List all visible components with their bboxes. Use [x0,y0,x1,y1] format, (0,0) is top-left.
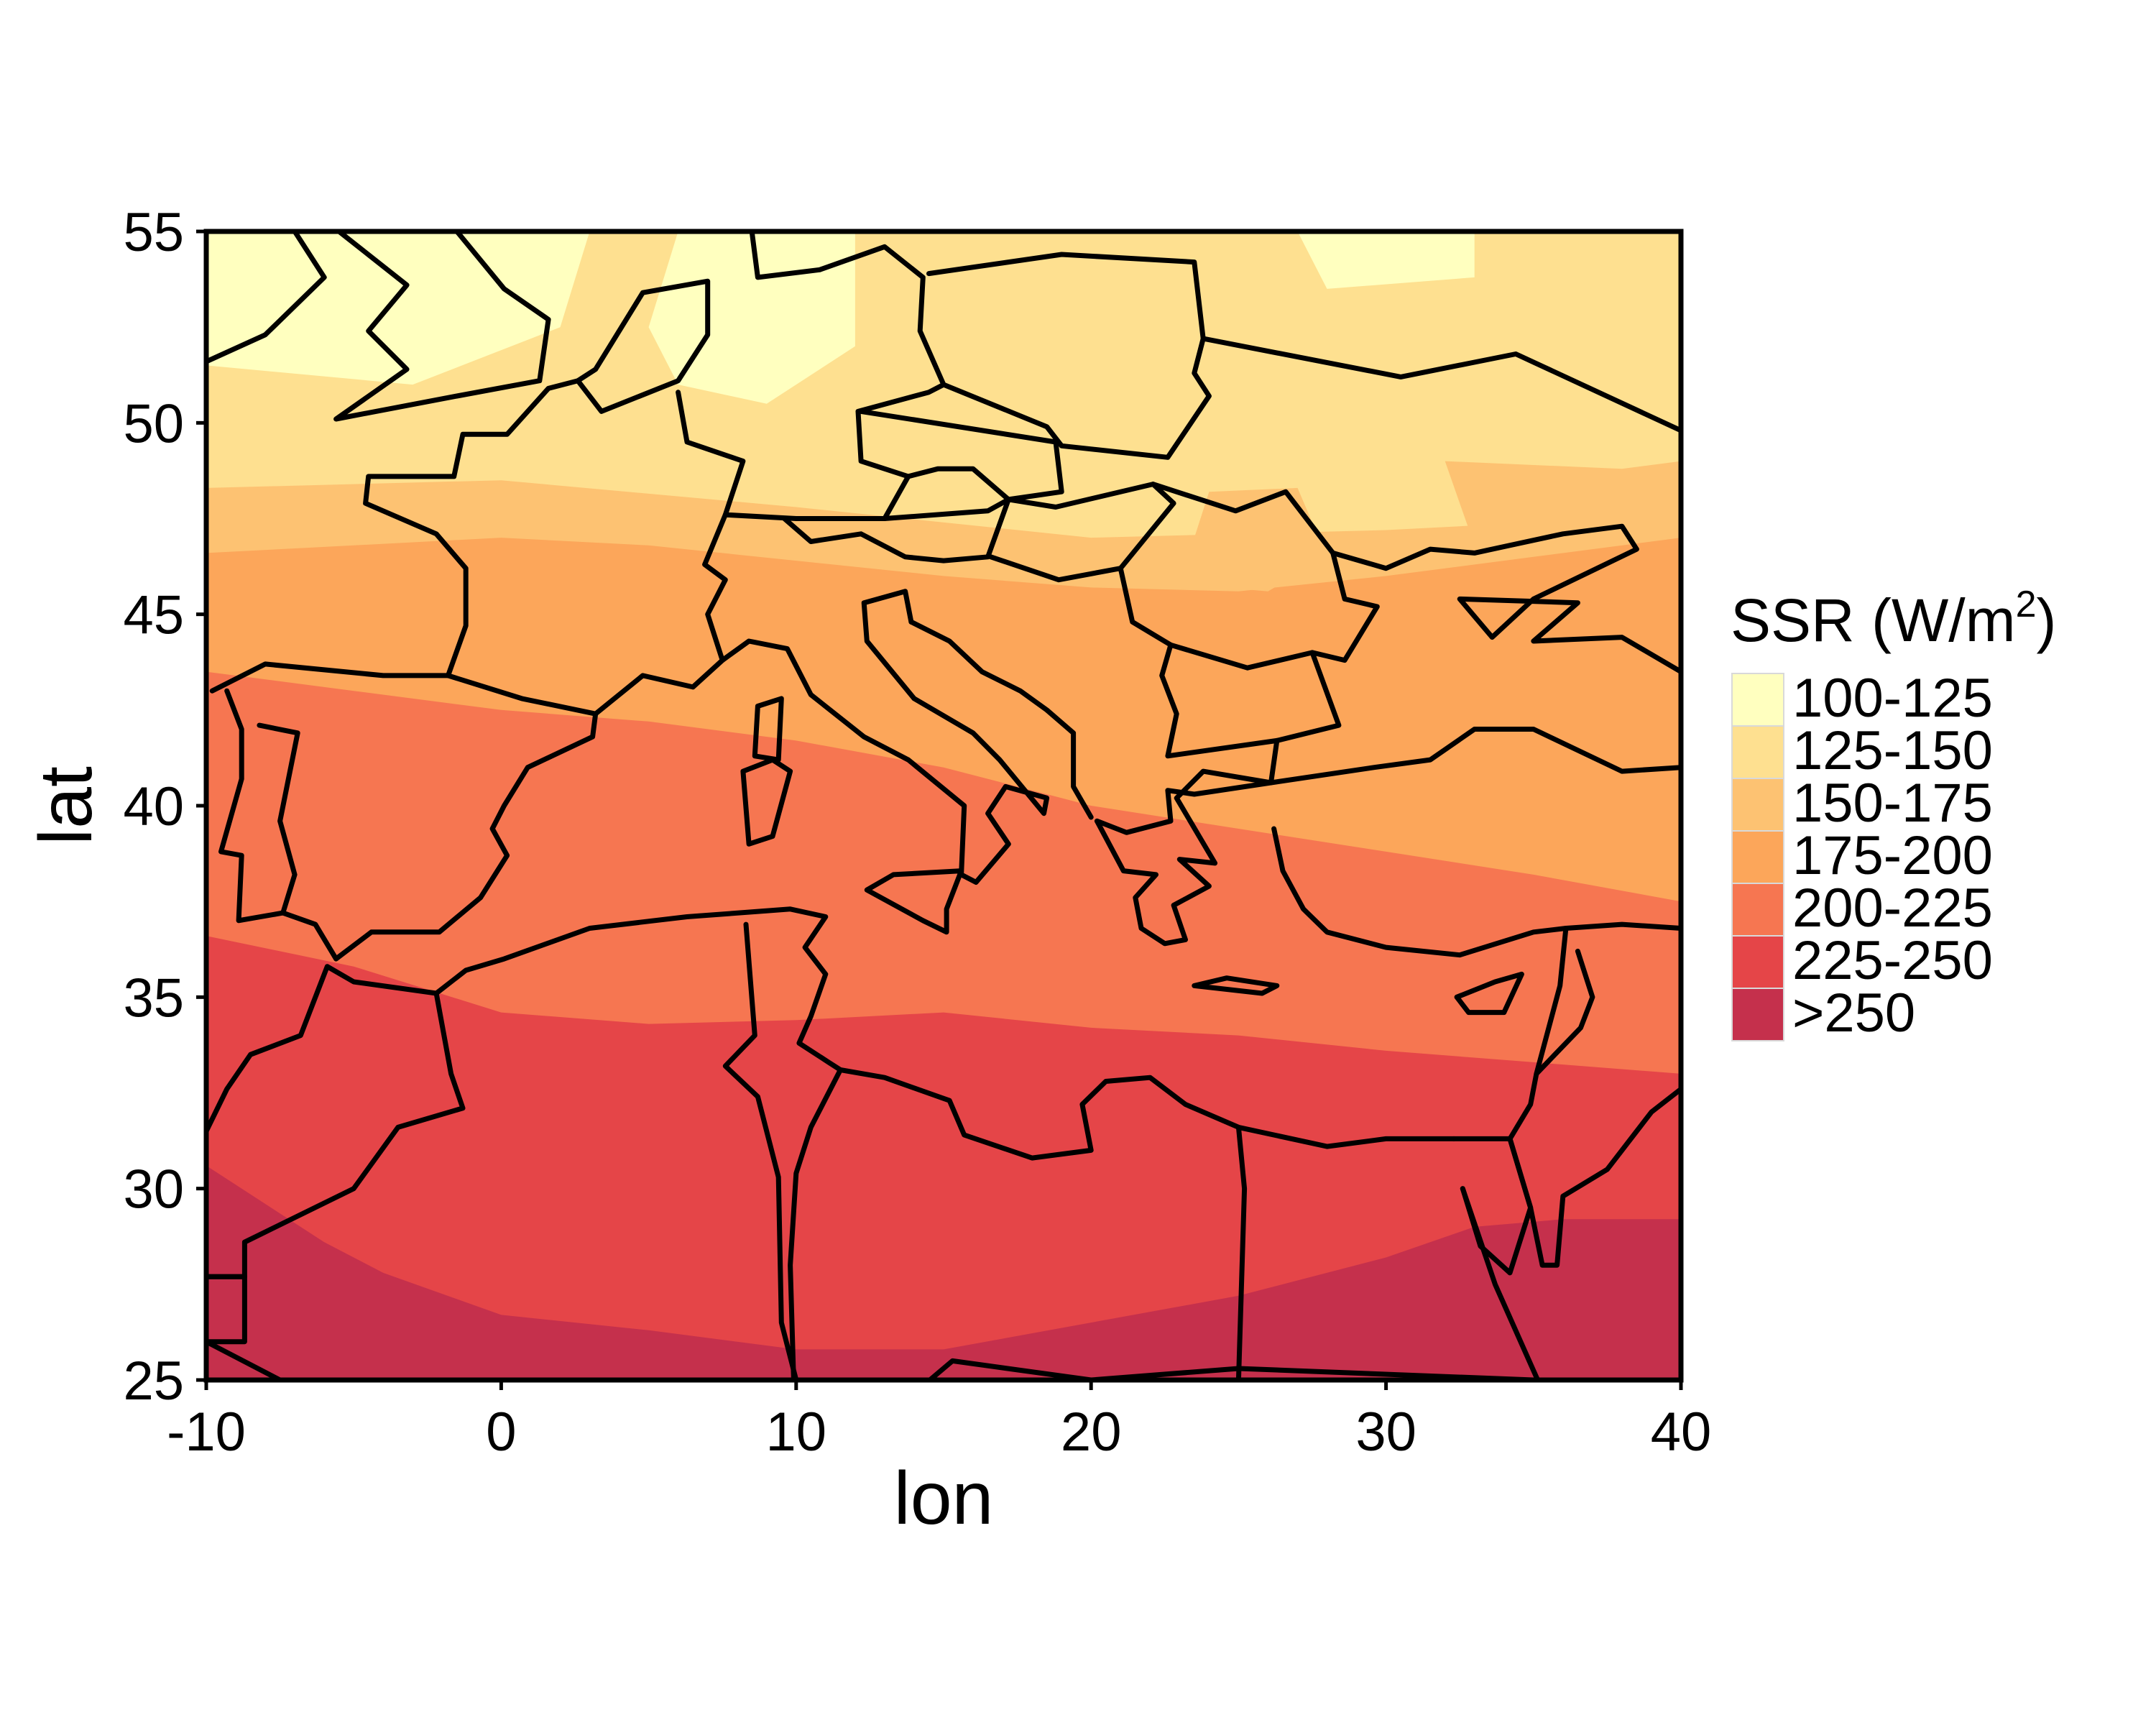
legend: SSR (W/m2) 100-125125-150150-175175-2002… [1731,584,2057,1044]
x-tick-label: 20 [1061,1402,1122,1463]
border-line [908,619,1094,820]
legend-label: 100-125 [1792,668,1993,729]
legend-label: 225-250 [1792,930,1993,991]
border-line [926,252,1212,460]
legend-swatch [1731,673,1784,727]
border-line [593,589,1050,885]
border-line [206,1339,286,1380]
legend-swatch [1731,883,1784,937]
border-line [209,661,599,962]
border-line [781,497,1011,564]
y-tick-label: 30 [123,1159,184,1220]
x-axis: -10 0 10 20 30 40 [167,1380,1711,1463]
ssr-region-100-125 [1297,231,1475,289]
border-line [1268,727,1681,786]
border-line [257,722,300,916]
y-tick-label: 35 [123,967,184,1029]
border-line [1200,336,1681,433]
border-line [206,990,466,1279]
ssr-heat-layer [206,231,1681,1380]
border-line [206,906,1457,1161]
border-line [1454,971,1524,1016]
border-line [1460,1186,1541,1380]
border-line [740,757,793,847]
x-tick-label: 0 [486,1402,516,1463]
border-line [206,1274,247,1345]
border-line [722,921,799,1380]
border-line [702,512,728,663]
ssr-region-150-175 [1179,487,1327,592]
x-tick-label: 10 [766,1402,827,1463]
legend-label: >250 [1792,983,1915,1044]
border-line [1507,926,1681,1268]
border-line [1271,826,1681,958]
border-line [575,278,711,414]
border-line [1159,642,1342,759]
border-line [363,378,581,678]
legend-swatch [1731,778,1784,832]
legend-label: 150-175 [1792,773,1993,834]
legend-swatch [1731,988,1784,1041]
legend-title-end: ) [2037,586,2057,654]
x-axis-title: lon [894,1457,994,1540]
border-line [1330,523,1681,675]
ssr-region-100-125 [206,231,590,385]
y-tick-label: 55 [123,202,184,263]
ssr-band-gt250 [206,1165,1681,1380]
legend-title: SSR (W/m2) [1731,584,2057,654]
border-line [676,231,946,521]
x-tick-label: 30 [1355,1402,1416,1463]
border-line [333,231,551,422]
y-tick-label: 25 [123,1351,184,1412]
legend-swatch [1731,830,1784,884]
legend-title-main: SSR (W/m [1731,586,2016,654]
legend-swatch [1731,935,1784,989]
border-line [1534,948,1595,1077]
legend-label: 200-225 [1792,878,1993,939]
ssr-band-225-250 [206,936,1681,1380]
border-line [1118,482,1380,671]
border-line [926,1358,1537,1380]
border-line [1192,975,1280,996]
legend-title-superscript: 2 [2016,584,2037,625]
y-tick-label: 50 [123,393,184,454]
x-tick-label: 40 [1651,1402,1712,1463]
legend-label: 175-200 [1792,825,1993,886]
legend-swatch [1731,725,1784,779]
country-borders [206,231,1681,1380]
y-axis: 25 30 35 40 45 50 55 [123,202,206,1412]
x-tick-label: -10 [167,1402,246,1463]
y-axis-title: lat [24,766,108,845]
legend-label: 125-150 [1792,720,1993,781]
y-tick-label: 45 [123,585,184,646]
border-line [752,696,784,763]
border-line [206,231,327,364]
border-line [1235,1124,1248,1380]
y-tick-label: 40 [123,776,184,837]
border-line [1094,768,1273,947]
ssr-region-100-125 [648,231,855,404]
legend-items: 100-125125-150150-175175-200200-225225-2… [1731,668,1993,1044]
border-line [988,482,1176,583]
border-line [864,868,964,935]
